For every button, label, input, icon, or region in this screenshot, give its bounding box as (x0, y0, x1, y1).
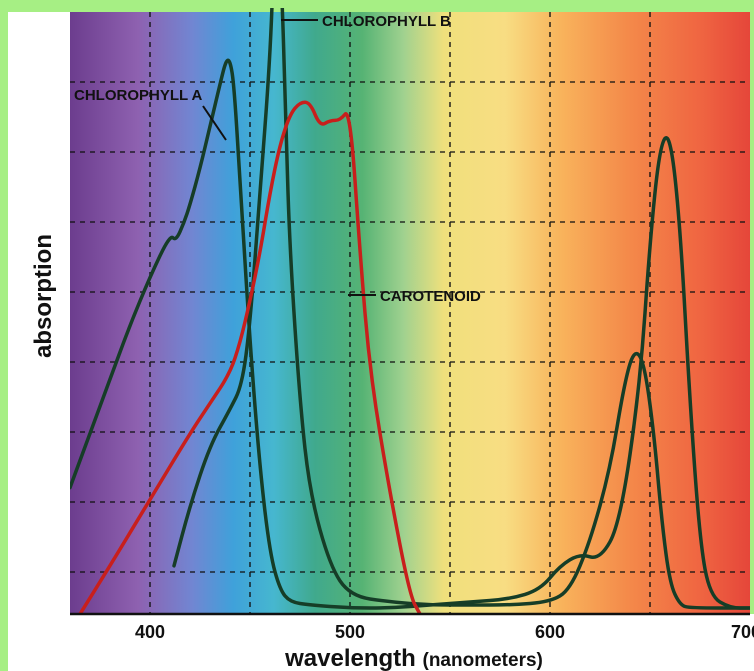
left-margin (8, 12, 70, 614)
x-axis-title: wavelength (nanometers) (284, 645, 543, 671)
bottom-margin (8, 614, 754, 671)
series-line-carotenoid (78, 100, 422, 614)
x-tick-label: 600 (535, 622, 565, 642)
x-tick-label: 700 (731, 622, 754, 642)
annotation-carotenoid: CAROTENOID (380, 288, 481, 305)
series-line-chlorophyll-a (70, 58, 750, 610)
y-axis-title: absorption (30, 234, 57, 358)
spectrum-background (70, 12, 750, 614)
x-axis-title-main: wavelength (284, 645, 416, 671)
x-tick-labels: 400 500 600 700 (135, 622, 754, 642)
annotation-chlorophyll-a: CHLOROPHYLL A (74, 87, 203, 104)
annotation-chlorophyll-b: CHLOROPHYLL B (322, 13, 451, 30)
series-line-chlorophyll-b (172, 8, 750, 610)
chlorophyll-a-leader (202, 105, 227, 141)
x-axis-title-units: (nanometers) (423, 650, 543, 671)
x-tick-label: 500 (335, 622, 365, 642)
series-layer (70, 8, 750, 614)
x-tick-label: 400 (135, 622, 165, 642)
